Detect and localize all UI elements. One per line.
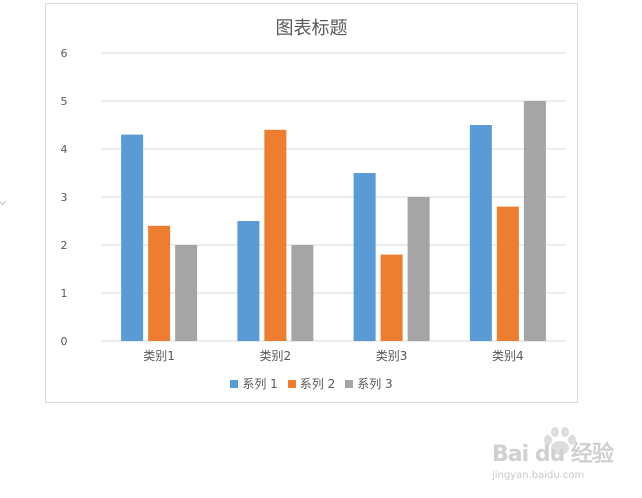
- legend-label: 系列 3: [357, 377, 393, 391]
- chart-area[interactable]: 图表标题 0 1 2 3 4 5 6 类别1 类别2 类别3 类别4 系列 1 系列 2 系列 3: [45, 3, 578, 403]
- bar[interactable]: [291, 245, 314, 341]
- baidu-jingyan-watermark: Bai du 经验 jingyan.baidu.com: [492, 427, 632, 492]
- bar[interactable]: [148, 225, 171, 341]
- x-tick-label: 类别2: [260, 349, 292, 363]
- bar[interactable]: [353, 173, 376, 341]
- legend-item[interactable]: 系列 2: [287, 375, 336, 392]
- legend-label: 系列 1: [242, 377, 278, 391]
- chart-legend[interactable]: 系列 1 系列 2 系列 3: [46, 375, 577, 392]
- x-tick-label: 类别3: [376, 349, 408, 363]
- chart-title[interactable]: 图表标题: [275, 18, 348, 39]
- watermark-url: jingyan.baidu.com: [492, 470, 585, 481]
- bar[interactable]: [523, 101, 546, 341]
- y-tick-label: 4: [61, 143, 68, 156]
- y-tick-label: 5: [61, 95, 68, 108]
- paw-logo-icon: [544, 427, 576, 455]
- legend-swatch: [287, 379, 296, 388]
- x-tick-label: 类别1: [143, 349, 175, 363]
- legend-item[interactable]: 系列 1: [230, 375, 278, 392]
- plot-area: 0 1 2 3 4 5 6 类别1 类别2 类别3 类别4: [61, 47, 566, 363]
- bar[interactable]: [175, 245, 198, 341]
- legend-item[interactable]: 系列 3: [345, 375, 393, 392]
- legend-swatch: [345, 379, 354, 388]
- bar[interactable]: [237, 221, 260, 341]
- y-tick-label: 0: [61, 335, 68, 348]
- watermark-brand: Bai du 经验: [492, 442, 614, 467]
- y-tick-label: 3: [61, 191, 68, 204]
- bar[interactable]: [496, 206, 519, 341]
- bar[interactable]: [407, 197, 430, 341]
- bar[interactable]: [121, 134, 144, 341]
- legend-label: 系列 2: [299, 377, 336, 391]
- bar[interactable]: [469, 125, 492, 341]
- bar[interactable]: [264, 129, 287, 341]
- y-tick-label: 2: [61, 239, 68, 252]
- y-tick-label: 6: [61, 47, 68, 60]
- collapse-arrow-icon: [0, 197, 7, 206]
- y-tick-label: 1: [61, 287, 68, 300]
- x-tick-label: 类别4: [492, 349, 524, 363]
- legend-swatch: [230, 379, 239, 388]
- bar[interactable]: [380, 254, 403, 341]
